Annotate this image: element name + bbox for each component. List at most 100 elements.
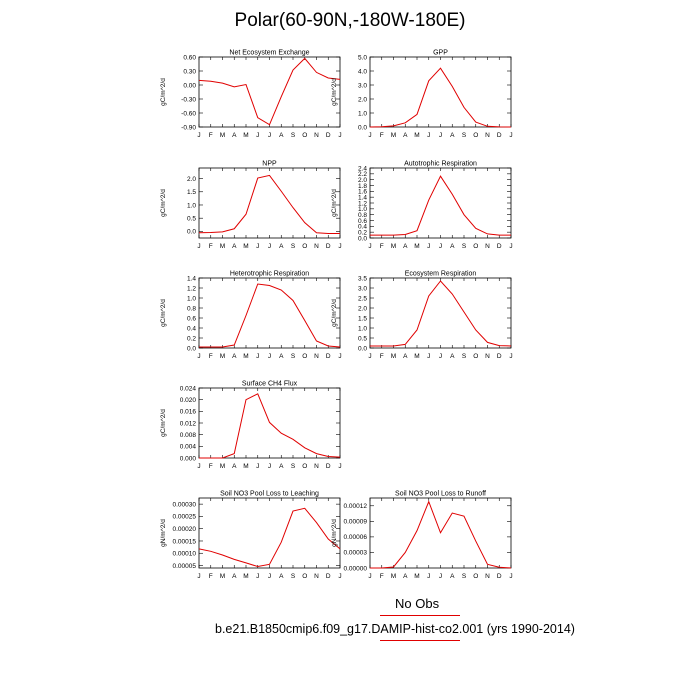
x-tick-label: M (243, 463, 248, 470)
x-tick-label: F (380, 353, 384, 360)
x-tick-label: A (450, 353, 455, 360)
y-tick-label: 1.2 (358, 200, 367, 207)
x-tick-label: D (497, 353, 502, 360)
y-tick-label: 0.5 (358, 335, 367, 342)
y-axis-label: gN/m^2/d (160, 519, 167, 547)
plot-frame (198, 277, 341, 349)
legend-obs-line (380, 615, 460, 616)
y-tick-label: 0.00015 (173, 538, 197, 545)
x-tick-label: A (403, 243, 408, 250)
y-tick-label: -0.30 (181, 96, 196, 103)
y-tick-label: 0.2 (358, 229, 367, 236)
y-tick-label: 1.4 (187, 275, 196, 282)
x-tick-label: M (220, 132, 225, 139)
x-tick-label: O (302, 132, 307, 139)
y-tick-label: 0.0 (358, 124, 367, 131)
y-tick-label: 0.004 (180, 444, 197, 451)
x-tick-label: D (326, 463, 331, 470)
x-tick-label: J (338, 132, 341, 139)
x-tick-label: A (279, 132, 284, 139)
y-tick-label: 1.4 (358, 194, 367, 201)
panel-title: Soil NO3 Pool Loss to Runoff (395, 491, 486, 498)
x-tick-label: S (462, 573, 467, 580)
y-tick-label: 0.6 (187, 315, 196, 322)
y-tick-label: 0.0 (358, 235, 367, 242)
x-tick-label: O (302, 573, 307, 580)
x-tick-label: F (380, 573, 384, 580)
figure-title: Polar(60-90N,-180W-180E) (234, 10, 466, 31)
x-tick-label: A (450, 132, 455, 139)
x-tick-label: S (291, 463, 296, 470)
x-tick-label: N (485, 132, 490, 139)
x-tick-label: A (232, 132, 237, 139)
x-tick-label: A (279, 573, 284, 580)
x-tick-label: M (414, 353, 419, 360)
plot-frame (369, 277, 512, 349)
y-tick-label: 0.016 (180, 409, 197, 416)
x-tick-label: J (256, 573, 259, 580)
x-tick-label: D (326, 132, 331, 139)
y-tick-label: 2.0 (358, 96, 367, 103)
y-tick-label: 1.0 (187, 295, 196, 302)
y-tick-label: 0.0 (358, 345, 367, 352)
x-tick-label: J (368, 132, 371, 139)
x-tick-label: M (243, 243, 248, 250)
x-tick-label: N (314, 463, 319, 470)
x-tick-label: M (220, 463, 225, 470)
y-tick-label: 3.0 (358, 285, 367, 292)
x-tick-label: A (232, 243, 237, 250)
panel-title: Ecosystem Respiration (405, 271, 477, 278)
x-tick-label: D (326, 243, 331, 250)
y-tick-label: 1.2 (187, 285, 196, 292)
y-tick-label: 1.5 (187, 189, 196, 196)
x-tick-label: F (209, 353, 213, 360)
x-tick-label: J (197, 132, 200, 139)
y-tick-label: 3.5 (358, 275, 367, 282)
x-tick-label: F (380, 243, 384, 250)
plot-frame (198, 167, 341, 239)
x-tick-label: J (197, 463, 200, 470)
y-tick-label: 0.00000 (344, 565, 368, 572)
x-tick-label: J (256, 353, 259, 360)
x-tick-label: J (197, 573, 200, 580)
x-tick-label: S (291, 243, 296, 250)
y-tick-label: 0.00020 (173, 526, 197, 533)
series-line (370, 175, 511, 236)
x-tick-label: J (197, 353, 200, 360)
x-tick-label: M (391, 353, 396, 360)
x-tick-label: J (268, 463, 271, 470)
x-tick-label: N (314, 243, 319, 250)
series-line (370, 500, 512, 569)
x-tick-label: J (509, 243, 512, 250)
x-tick-label: O (302, 353, 307, 360)
panel-title: Surface CH4 Flux (242, 381, 298, 388)
y-tick-label: 5.0 (358, 54, 367, 61)
x-tick-label: F (209, 463, 213, 470)
panel-title: GPP (433, 50, 448, 57)
y-tick-label: 0.00030 (173, 501, 197, 508)
series-line (199, 283, 341, 348)
x-tick-label: M (414, 243, 419, 250)
y-tick-label: 0.4 (187, 325, 196, 332)
y-axis-label: gC/m^2/d (331, 78, 338, 106)
x-tick-label: A (403, 353, 408, 360)
series-line (370, 280, 512, 347)
x-tick-label: J (268, 573, 271, 580)
y-tick-label: 2.0 (358, 305, 367, 312)
y-tick-label: 0.00010 (173, 551, 197, 558)
y-tick-label: 2.5 (358, 295, 367, 302)
x-tick-label: J (427, 573, 430, 580)
y-axis-label: gC/m^2/d (160, 409, 167, 437)
y-tick-label: 0.30 (183, 68, 196, 75)
x-tick-label: S (291, 132, 296, 139)
x-tick-label: J (338, 243, 341, 250)
x-tick-label: J (439, 243, 442, 250)
y-axis-label: gC/m^2/d (160, 299, 167, 327)
series-line (198, 174, 340, 235)
y-tick-label: 0.8 (187, 305, 196, 312)
x-tick-label: J (427, 132, 430, 139)
